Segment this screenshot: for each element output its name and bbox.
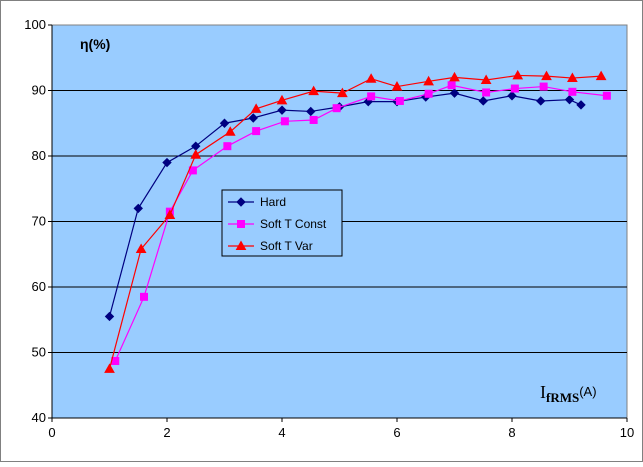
series-line-soft-t-const: [114, 84, 607, 362]
series-soft-t-var: [104, 69, 607, 373]
data-point-soft-t-const-11: [424, 89, 433, 98]
y-tick-label-70: 70: [32, 214, 46, 229]
y-tick-label-40: 40: [32, 410, 46, 425]
data-point-hard-1: [133, 203, 143, 214]
data-point-hard-4: [219, 118, 230, 128]
data-point-soft-t-var-2: [164, 209, 176, 219]
y-tick-label-80: 80: [32, 148, 46, 163]
data-point-hard-14: [507, 91, 517, 101]
legend-marker-soft-t-var: [235, 240, 247, 250]
data-point-soft-t-var-8: [337, 87, 348, 98]
data-point-soft-t-const-17: [602, 91, 611, 100]
data-point-soft-t-const-15: [539, 82, 548, 91]
legend-item-soft-t-const: Soft T Const: [228, 217, 327, 231]
data-point-hard-13: [478, 96, 488, 106]
legend-marker-soft-t-const: [237, 220, 245, 228]
x-tick-label-6: 6: [393, 425, 400, 440]
legend-item-hard: Hard: [228, 195, 286, 209]
data-point-soft-t-const-4: [223, 142, 232, 151]
data-point-soft-t-const-9: [367, 92, 376, 101]
data-point-soft-t-const-16: [568, 87, 577, 96]
data-point-soft-t-const-6: [280, 117, 289, 126]
data-point-soft-t-const-10: [395, 96, 404, 105]
data-point-soft-t-var-12: [449, 71, 460, 82]
data-point-soft-t-var-14: [512, 69, 524, 80]
data-point-hard-17: [576, 100, 586, 110]
data-point-hard-6: [277, 105, 287, 115]
data-point-soft-t-var-13: [480, 74, 492, 85]
legend-marker-hard: [236, 197, 246, 207]
legend-label-soft-t-var: Soft T Var: [260, 239, 313, 253]
data-point-hard-16: [564, 94, 575, 105]
x-tick-label-2: 2: [163, 425, 170, 440]
data-point-soft-t-var-9: [365, 73, 377, 83]
data-point-soft-t-const-13: [482, 88, 491, 97]
data-point-soft-t-var-3: [190, 149, 202, 159]
data-point-soft-t-const-14: [510, 84, 519, 93]
data-point-soft-t-var-7: [308, 85, 319, 96]
data-point-soft-t-var-16: [567, 72, 578, 83]
legend-label-hard: Hard: [260, 195, 286, 209]
y-tick-label-90: 90: [32, 83, 46, 98]
axes: 40 50 60 70 80 90 100 0 2 4 6 8 10: [24, 17, 634, 440]
series-line-soft-t-var: [108, 74, 602, 370]
x-tick-label-10: 10: [620, 425, 634, 440]
x-tick-label-4: 4: [278, 425, 285, 440]
legend-label-soft-t-const: Soft T Const: [260, 217, 327, 231]
y-tick-label-50: 50: [32, 345, 46, 360]
data-point-soft-t-var-1: [135, 243, 147, 254]
data-point-hard-15: [536, 96, 546, 106]
data-point-soft-t-const-8: [332, 104, 341, 113]
data-point-hard-2: [162, 157, 172, 168]
data-point-soft-t-const-7: [309, 115, 318, 124]
svg-text:IfRMS(A): IfRMS(A): [540, 382, 597, 405]
data-point-hard-0: [104, 311, 115, 322]
data-point-soft-t-var-0: [104, 363, 115, 373]
x-axis-label-subscript: fRMS: [546, 390, 579, 405]
x-tick-label-8: 8: [508, 425, 515, 440]
data-point-soft-t-const-5: [252, 127, 261, 136]
data-point-soft-t-var-6: [276, 94, 288, 105]
y-tick-label-60: 60: [32, 279, 46, 294]
data-point-soft-t-var-5: [250, 103, 262, 113]
data-point-soft-t-const-12: [447, 81, 456, 90]
data-point-soft-t-var-11: [423, 75, 434, 86]
data-point-soft-t-var-17: [595, 70, 607, 81]
series-layer: [104, 69, 611, 373]
y-tick-label-100: 100: [24, 17, 46, 32]
data-point-hard-12: [449, 88, 460, 98]
data-point-soft-t-const-1: [140, 292, 148, 301]
series-soft-t-const: [111, 81, 611, 366]
x-tick-label-0: 0: [48, 425, 55, 440]
data-point-soft-t-var-4: [224, 126, 236, 136]
data-point-soft-t-var-15: [541, 70, 552, 81]
x-axis-label: IfRMS(A): [540, 382, 597, 405]
x-axis-label-unit: (A): [579, 384, 596, 399]
legend-item-soft-t-var: Soft T Var: [228, 239, 313, 253]
legend: Hard Soft T Const Soft T Var: [221, 189, 343, 257]
series-line-hard: [108, 92, 582, 317]
x-axis-label-main: I: [540, 382, 546, 402]
data-point-hard-7: [306, 106, 316, 117]
data-point-soft-t-var-10: [391, 81, 403, 91]
y-axis-label: η(%): [80, 36, 110, 52]
data-point-hard-5: [248, 113, 258, 123]
